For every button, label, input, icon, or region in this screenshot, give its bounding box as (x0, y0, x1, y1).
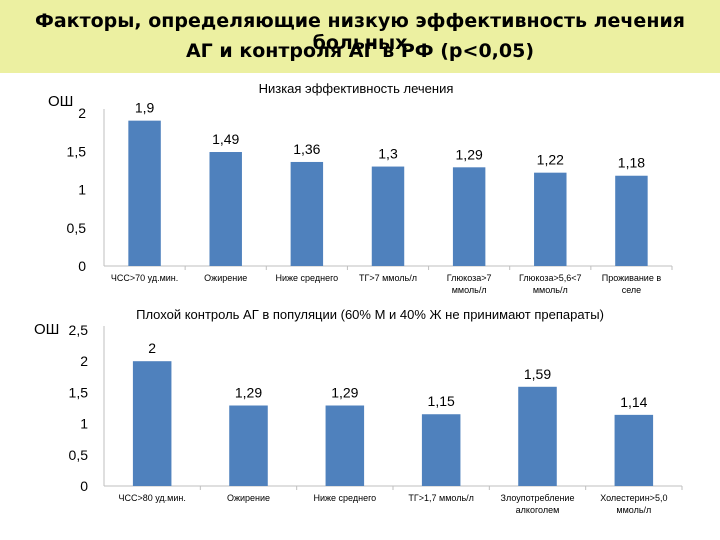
page-title-line-2: АГ и контроля АГ в РФ (р<0,05) (185, 40, 535, 62)
y-tick-label: 0,5 (69, 447, 89, 463)
bar-6 (614, 414, 654, 486)
bar-1 (132, 361, 172, 486)
y-tick-label: 1 (80, 416, 88, 432)
x-tick-label: ммоль/л (616, 505, 651, 515)
x-tick-label: ТГ>1,7 ммоль/л (408, 493, 474, 503)
data-label: 1,49 (212, 131, 239, 147)
data-label: 1,29 (456, 146, 483, 162)
x-tick-label: Глюкоза>7 (447, 273, 492, 283)
y-tick-label: 1 (78, 182, 86, 198)
x-tick-label: алкоголем (516, 505, 560, 515)
x-tick-label: ЧСС>80 уд.мин. (118, 493, 185, 503)
data-label: 1,3 (378, 146, 398, 162)
x-tick-label: Холестерин>5,0 (600, 493, 667, 503)
y-axis-label: ОШ (48, 93, 73, 110)
chart-title: Низкая эффективность лечения (259, 81, 454, 96)
bar-1 (128, 120, 161, 267)
data-label: 1,9 (135, 100, 155, 116)
data-label: 1,15 (428, 393, 455, 409)
data-label: 1,22 (537, 152, 564, 168)
y-tick-label: 2,5 (69, 322, 89, 338)
data-label: 1,36 (293, 141, 320, 157)
x-tick-label: Ожирение (227, 493, 270, 503)
bar-2 (209, 152, 242, 266)
bar-6 (534, 172, 567, 266)
data-label: 1,18 (618, 155, 645, 171)
bar-4 (371, 166, 405, 266)
y-tick-label: 1,5 (67, 143, 87, 159)
page-title-line-1: Факторы, определяющие низкую эффективнос… (35, 10, 685, 54)
data-label: 1,14 (620, 394, 647, 410)
chart-low-treatment-efficiency: Низкая эффективность лечения ОШ 0 0,5 1 1,5 2 1… (48, 81, 673, 295)
bar-5 (452, 167, 486, 266)
y-tick-label: 2 (80, 353, 88, 369)
y-tick-label: 0 (80, 478, 88, 494)
x-tick-label: ммоль/л (452, 285, 487, 295)
x-tick-label: Ниже среднего (276, 273, 339, 283)
title-banner: Факторы, определяющие низкую эффективнос… (0, 0, 720, 73)
x-tick-label: ЧСС>70 уд.мин. (111, 273, 178, 283)
data-label: 1,29 (235, 385, 262, 401)
x-tick-label: Ниже среднего (313, 493, 376, 503)
bar-4 (421, 414, 461, 486)
data-label: 1,59 (524, 366, 551, 382)
x-tick-label: ммоль/л (533, 285, 568, 295)
data-label: 1,29 (331, 385, 358, 401)
y-axis-label: ОШ (34, 321, 59, 338)
x-tick-label: Глюкоза>5,6<7 (519, 273, 581, 283)
bar-5 (518, 386, 557, 486)
x-tick-label: селе (622, 285, 641, 295)
bar-7 (615, 175, 648, 266)
data-label: 2 (148, 340, 156, 356)
bar-3 (325, 405, 365, 486)
y-tick-label: 0 (78, 258, 86, 274)
x-tick-label: ТГ>7 ммоль/л (359, 273, 417, 283)
y-tick-label: 0,5 (67, 220, 87, 236)
y-tick-label: 1,5 (69, 384, 89, 400)
x-tick-label: Злоупотребление (501, 493, 575, 503)
chart-poor-bp-control: Плохой контроль АГ в популяции (60% М и … (34, 307, 683, 515)
x-tick-label: Ожирение (204, 273, 247, 283)
bar-2 (229, 405, 268, 486)
y-tick-label: 2 (78, 105, 86, 121)
bar-3 (290, 161, 324, 266)
x-tick-label: Проживание в (602, 273, 662, 283)
chart-title: Плохой контроль АГ в популяции (60% М и … (136, 307, 604, 322)
